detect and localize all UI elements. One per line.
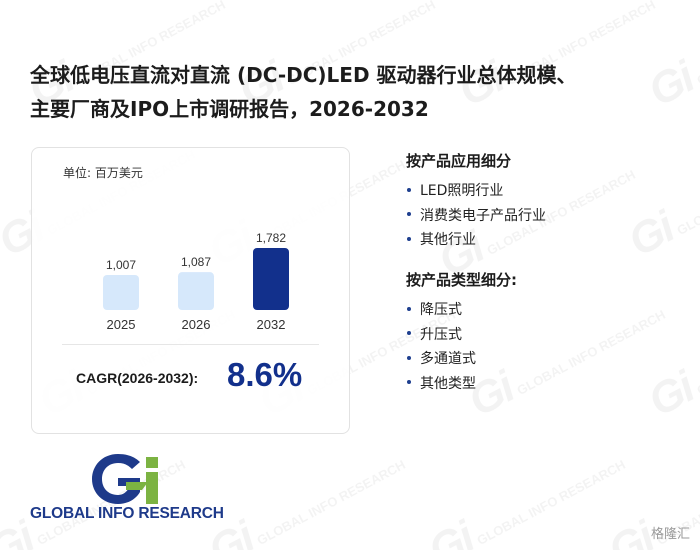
market-size-card: 单位: 百万美元 1,007 2025 1,087 2026 1,782 2032 CAG…: [31, 147, 350, 434]
type-item: 升压式: [406, 323, 517, 348]
bullet-icon: [407, 212, 411, 216]
gi-logo-icon: [92, 454, 158, 504]
report-title-line-2: 主要厂商及IPO上市调研报告，2026-2032: [30, 97, 429, 121]
type-item: 多通道式: [406, 347, 517, 372]
category-label: 2025: [107, 317, 136, 332]
application-segment: 按产品应用细分 LED照明行业 消费类电子产品行业 其他行业: [406, 150, 546, 253]
bullet-icon: [407, 306, 411, 311]
bar-2025: [103, 274, 139, 310]
bullet-icon: [407, 331, 411, 335]
type-item: 降压式: [406, 298, 517, 323]
bar-2032: [253, 248, 289, 310]
bar-2026: [178, 272, 214, 310]
watermark-mark: GiGLOBAL INFO RESEARCH: [621, 123, 700, 267]
card-divider: [62, 344, 319, 345]
corner-watermark: 格隆汇: [650, 527, 690, 542]
application-item: LED照明行业: [406, 179, 546, 204]
logo-wordmark: GLOBAL INFO RESEARCH: [30, 505, 224, 522]
application-item: 消费类电子产品行业: [406, 204, 546, 229]
category-label: 2026: [182, 317, 211, 332]
unit-label: 单位: 百万美元: [63, 166, 143, 180]
watermark-mark: GiGLOBAL INFO RESEARCH: [201, 433, 412, 550]
application-segment-title: 按产品应用细分: [406, 152, 512, 170]
report-title: 全球低电压直流对直流 (DC-DC)LED 驱动器行业总体规模、 主要厂商及IP…: [30, 58, 680, 126]
watermark-mark: GiGLOBAL INFO RESEARCH: [641, 283, 700, 427]
bar-value-label: 1,782: [256, 231, 286, 245]
bar-chart: 1,007 2025 1,087 2026 1,782 2032: [103, 231, 289, 332]
category-label: 2032: [257, 317, 286, 332]
bullet-icon: [407, 380, 411, 384]
type-segment: 按产品类型细分: 降压式 升压式 多通道式 其他类型: [406, 269, 517, 396]
company-logo: GLOBAL INFO RESEARCH: [30, 452, 230, 527]
bullet-icon: [407, 355, 411, 360]
report-title-line-1: 全球低电压直流对直流 (DC-DC)LED 驱动器行业总体规模、: [30, 63, 577, 87]
bullet-icon: [407, 187, 411, 192]
application-item: 其他行业: [406, 228, 546, 253]
bullet-icon: [407, 236, 411, 241]
cagr-label: CAGR(2026-2032):: [76, 370, 199, 386]
type-item: 其他类型: [406, 372, 517, 397]
bar-value-label: 1,007: [106, 258, 136, 272]
watermark-mark: GiGLOBAL INFO RESEARCH: [421, 433, 632, 550]
bar-value-label: 1,087: [181, 255, 211, 269]
type-segment-title: 按产品类型细分:: [406, 271, 517, 289]
cagr-value: 8.6%: [227, 356, 303, 393]
